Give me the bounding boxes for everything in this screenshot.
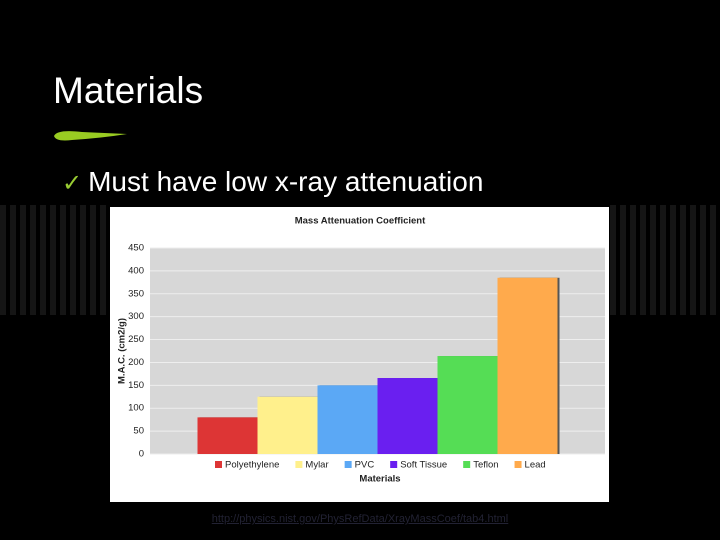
legend-swatch	[390, 461, 398, 468]
y-tick-label: 200	[128, 357, 144, 368]
legend-label: Polyethylene	[225, 460, 279, 471]
bar	[437, 356, 498, 454]
y-tick-label: 350	[128, 288, 144, 299]
legend-swatch	[295, 461, 303, 468]
chart: Mass Attenuation Coefficient M.A.C. (cm2…	[110, 207, 609, 502]
bar	[377, 378, 438, 454]
bar	[317, 385, 378, 454]
legend-swatch	[514, 461, 522, 468]
bar	[197, 417, 258, 454]
brush-stroke	[54, 131, 127, 141]
legend-label: Teflon	[473, 460, 498, 471]
x-axis-label: Materials	[359, 474, 400, 485]
legend-label: PVC	[355, 460, 375, 471]
y-tick-label: 0	[139, 449, 144, 460]
legend-label: Lead	[525, 460, 546, 471]
y-tick-label: 50	[133, 426, 144, 437]
y-axis-label: M.A.C. (cm2/g)	[117, 318, 128, 384]
y-tick-label: 450	[128, 243, 144, 254]
bar	[497, 277, 558, 454]
legend-swatch	[344, 461, 352, 468]
legend-swatch	[463, 461, 471, 468]
legend-label: Mylar	[305, 460, 328, 471]
y-tick-label: 300	[128, 311, 144, 322]
legend-swatch	[215, 461, 222, 468]
bullet-text: Must have low x-ray attenuation	[88, 166, 484, 197]
legend-label: Soft Tissue	[400, 460, 447, 471]
y-tick-label: 150	[128, 380, 144, 391]
chart-title: Mass Attenuation Coefficient	[295, 216, 426, 227]
bullet: ✓ Must have low x-ray attenuation	[62, 166, 484, 197]
y-tick-label: 400	[128, 265, 144, 276]
slide-title: Materials	[53, 70, 204, 111]
bar	[257, 396, 318, 454]
link[interactable]: http://physics.nist.gov/PhysRefData/Xray…	[211, 513, 509, 525]
decor	[0, 205, 110, 315]
y-tick-label: 100	[128, 403, 144, 414]
y-tick-label: 250	[128, 334, 144, 345]
decor	[610, 205, 720, 315]
